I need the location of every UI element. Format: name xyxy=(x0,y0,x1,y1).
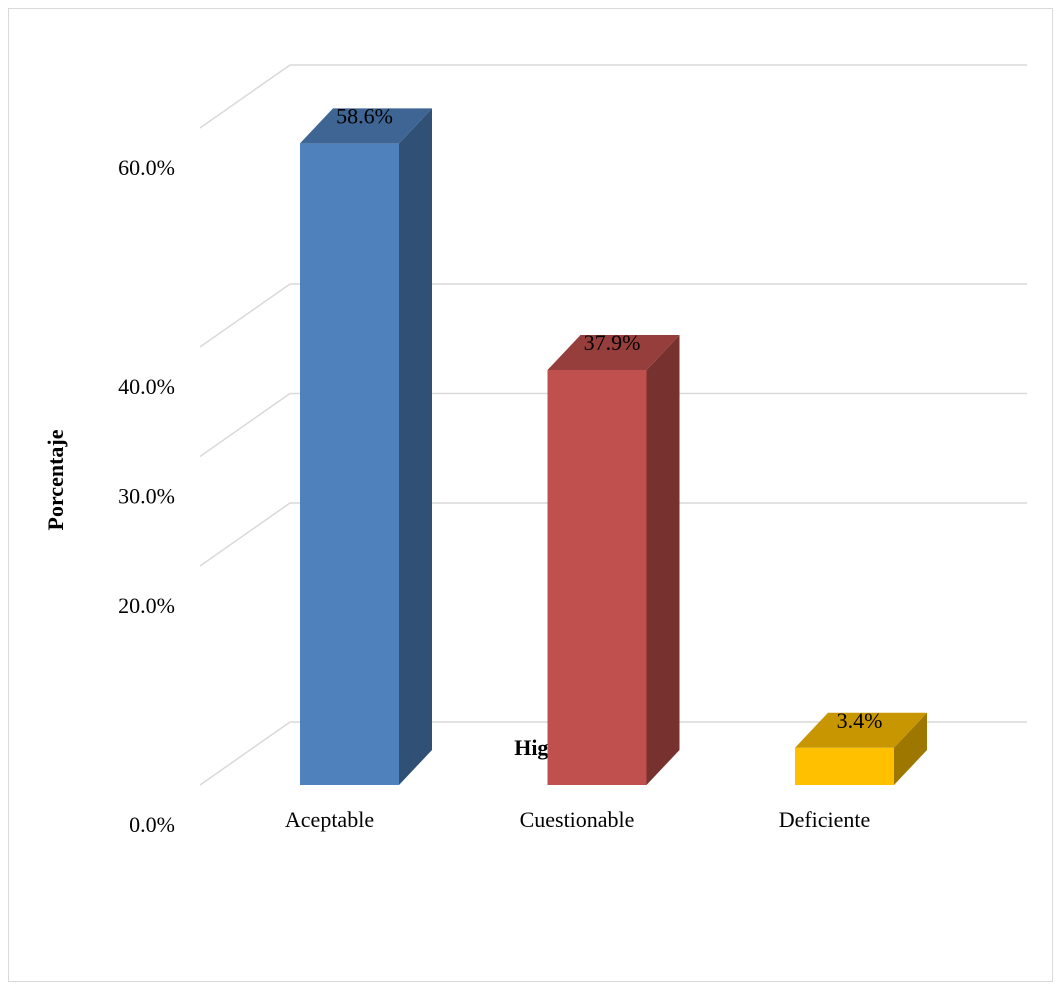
grid-line xyxy=(199,64,291,129)
grid-line xyxy=(199,721,291,786)
y-tick-label: 60.0% xyxy=(118,155,175,180)
bar-side xyxy=(399,108,432,785)
value-label: 37.9% xyxy=(584,330,641,355)
x-tick-label: Aceptable xyxy=(285,807,374,832)
bar-front xyxy=(795,747,894,785)
y-axis-label: Porcentaje xyxy=(43,429,68,530)
grid-line xyxy=(199,502,291,567)
bar-top xyxy=(300,108,432,144)
x-tick-label: Cuestionable xyxy=(520,807,635,832)
chart-frame xyxy=(8,8,1053,982)
y-tick-label: 40.0% xyxy=(118,374,175,399)
grid-line xyxy=(199,392,291,458)
bar-side xyxy=(894,712,927,785)
bar-top xyxy=(547,334,680,370)
bar-top xyxy=(795,712,927,748)
x-tick-label: Deficiente xyxy=(779,807,871,832)
y-tick-label: 20.0% xyxy=(118,593,175,618)
bar-front xyxy=(300,143,399,785)
bar-front xyxy=(547,369,647,785)
value-label: 3.4% xyxy=(837,708,883,733)
y-tick-label: 0.0% xyxy=(129,812,175,837)
value-label: 58.6% xyxy=(336,103,393,128)
bar-side xyxy=(646,334,680,785)
y-tick-label: 30.0% xyxy=(118,484,175,509)
grid-line xyxy=(199,283,291,348)
